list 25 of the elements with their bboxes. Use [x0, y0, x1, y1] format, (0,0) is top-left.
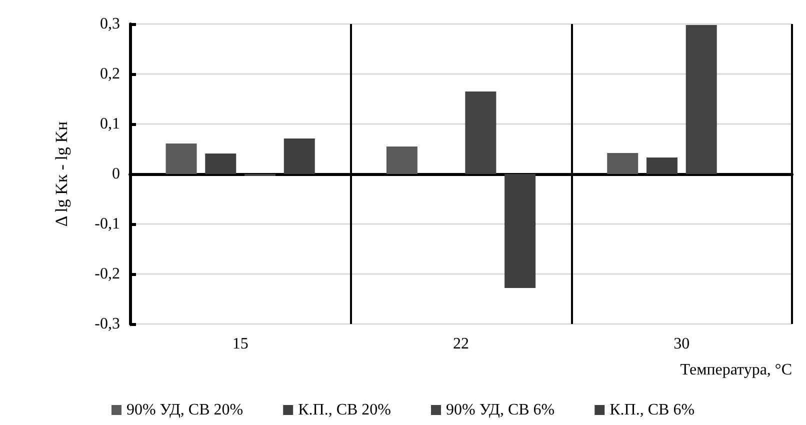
y-tick-label: -0,1 — [94, 216, 120, 232]
bar — [386, 146, 418, 174]
bar — [465, 92, 496, 174]
bar — [646, 158, 678, 174]
bar — [284, 138, 315, 174]
bar — [504, 174, 536, 288]
x-tick-label: 30 — [674, 336, 690, 352]
y-tick-label: 0 — [112, 166, 120, 182]
y-tick-label: 0,1 — [100, 116, 120, 132]
x-axis-title: Температура, °C — [680, 362, 792, 378]
bar — [205, 154, 236, 174]
x-tick-label: 22 — [453, 336, 469, 352]
bar — [686, 25, 717, 174]
bar — [607, 153, 638, 174]
x-tick-label: 15 — [232, 336, 248, 352]
y-tick-label: -0,2 — [94, 266, 120, 282]
y-tick-label: -0,3 — [94, 316, 120, 332]
y-tick-label: 0,2 — [100, 66, 120, 82]
legend-label: 90% УД, СВ 20% — [126, 402, 244, 418]
legend-label: К.П., СВ 20% — [298, 402, 392, 418]
y-tick-label: 0,3 — [100, 16, 120, 32]
y-axis-title: Δ lg Kк - lg Kн — [52, 121, 71, 227]
bar — [166, 144, 197, 174]
legend-label: К.П., СВ 6% — [610, 402, 695, 418]
legend-label: 90% УД, СВ 6% — [446, 402, 555, 418]
